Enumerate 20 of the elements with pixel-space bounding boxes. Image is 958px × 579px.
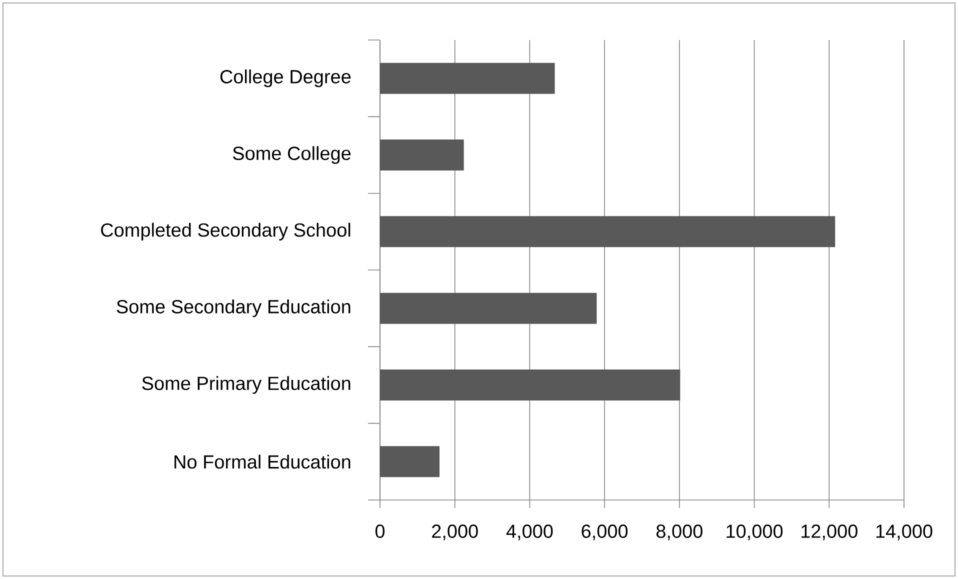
y-tick-label: No Formal Education <box>174 454 350 469</box>
x-tick-label: 10,000 <box>726 524 783 540</box>
y-tick-label: College Degree <box>220 69 351 88</box>
x-tick-label: 12,000 <box>802 524 858 540</box>
y-tick-label: Some Primary Education <box>142 376 350 394</box>
x-tick-label: 4,000 <box>506 524 553 540</box>
x-tick-label: 2,000 <box>432 524 478 540</box>
bar <box>380 292 597 324</box>
bar <box>380 446 440 478</box>
y-tick-label: Some College <box>232 146 351 164</box>
x-tick-label: 0 <box>375 524 385 538</box>
bar <box>380 216 836 248</box>
bar <box>380 140 464 171</box>
y-tick-label: Some Secondary Education <box>116 299 350 318</box>
y-tick-label: Completed Secondary School <box>101 222 350 241</box>
bar <box>380 62 555 94</box>
x-tick-label: 6,000 <box>582 524 628 540</box>
x-tick-label: 8,000 <box>656 524 702 540</box>
bar <box>380 370 680 401</box>
x-tick-label: 14,000 <box>876 524 932 540</box>
